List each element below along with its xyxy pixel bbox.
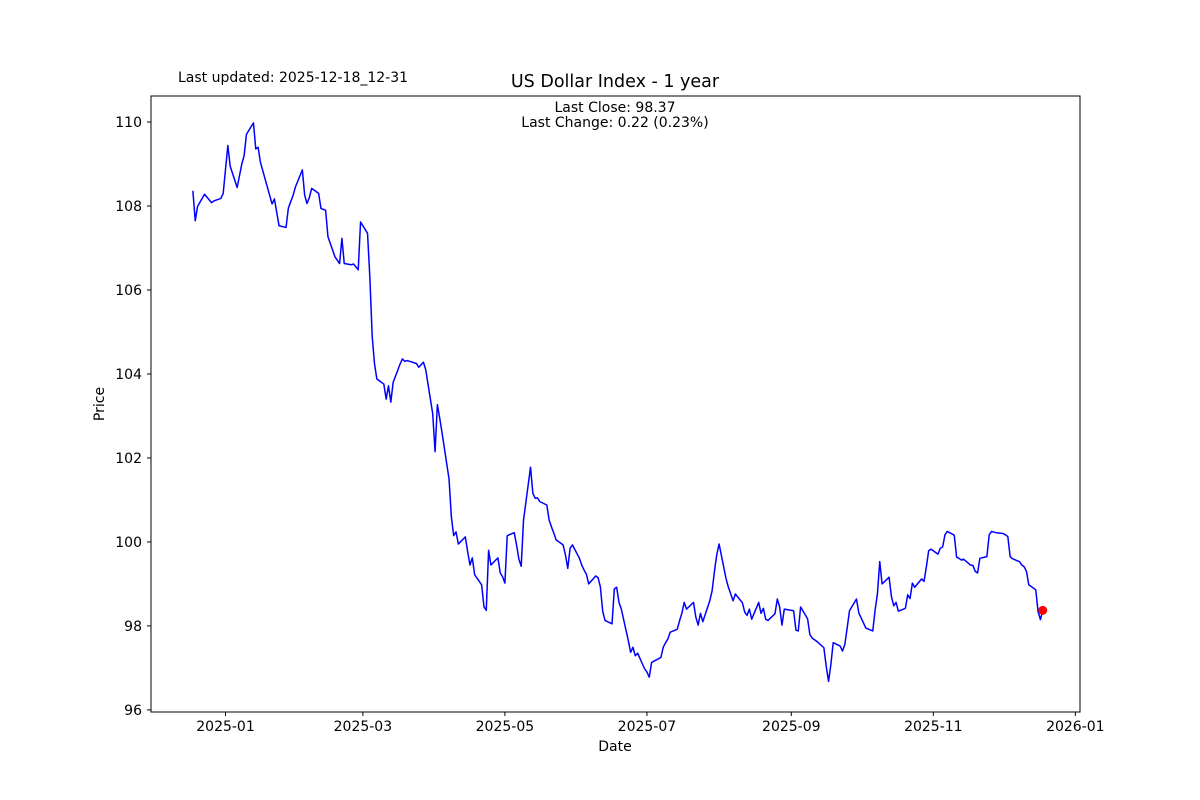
x-tick-label: 2025-01: [196, 719, 255, 735]
x-tick-label: 2025-11: [904, 719, 963, 735]
y-tick-label: 102: [115, 451, 142, 467]
plot-area: 2025-01 2025-03 2025-05 2025-07 2025-09 2025-…: [115, 95, 1105, 735]
x-tick-label: 2025-09: [762, 719, 821, 735]
y-tick-label: 108: [115, 199, 142, 215]
axes-frame: [150, 95, 1081, 713]
x-tick-label: 2025-03: [334, 719, 393, 735]
y-tick-label: 110: [115, 115, 142, 131]
x-tick-label: 2026-01: [1046, 719, 1105, 735]
y-tick-label: 104: [115, 367, 142, 383]
last-price-marker: [1038, 605, 1048, 615]
chart-title: US Dollar Index - 1 year: [511, 72, 720, 92]
y-tick-label: 100: [115, 535, 142, 551]
x-axis-label: Date: [598, 739, 631, 755]
y-axis-label: Price: [92, 387, 108, 421]
last-change-annotation: Last Change: 0.22 (0.23%): [521, 115, 708, 131]
last-close-annotation: Last Close: 98.37: [555, 100, 676, 116]
x-tick-label: 2025-05: [476, 719, 535, 735]
price-line: [192, 122, 1044, 683]
y-tick-label: 96: [124, 703, 142, 719]
x-tick-label: 2025-07: [618, 719, 677, 735]
y-tick-label: 98: [124, 619, 142, 635]
y-tick-label: 106: [115, 283, 142, 299]
last-updated-label: Last updated: 2025-12-18_12-31: [178, 70, 408, 86]
